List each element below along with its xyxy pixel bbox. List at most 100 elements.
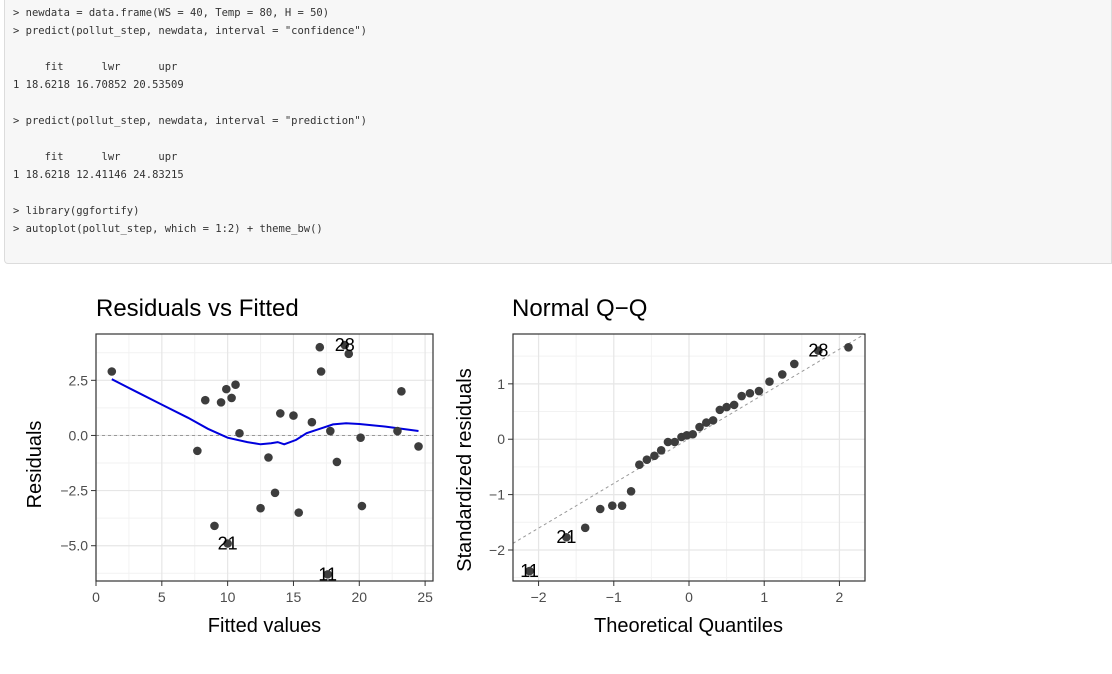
data-point — [332, 457, 342, 467]
data-point — [650, 451, 659, 461]
data-point — [397, 387, 406, 396]
data-point — [688, 429, 698, 439]
y-tick-label: 1 — [497, 376, 505, 392]
data-point — [715, 405, 725, 415]
x-tick-label: 25 — [417, 589, 433, 605]
data-point — [737, 391, 746, 401]
plot-title: Normal Q−Q — [512, 295, 647, 322]
x-tick-label: 5 — [158, 589, 166, 605]
data-point — [670, 437, 680, 447]
data-point — [223, 539, 232, 548]
data-point — [414, 442, 423, 451]
data-point — [607, 501, 617, 510]
data-point — [701, 418, 711, 427]
data-point — [270, 488, 280, 498]
data-point — [289, 411, 298, 420]
data-point — [814, 346, 823, 355]
y-tick-label: −2 — [489, 542, 505, 558]
panel-border — [512, 333, 866, 582]
data-point — [729, 400, 739, 410]
point-label: 28 — [808, 341, 828, 361]
data-point — [193, 446, 202, 456]
data-point — [626, 486, 636, 496]
data-point — [315, 342, 325, 352]
y-tick-label: −1 — [489, 487, 505, 503]
point-label: 11 — [318, 564, 337, 584]
console-line: > predict(pollut_step, newdata, interval… — [13, 115, 368, 127]
console-line: > library(ggfortify) — [13, 205, 140, 217]
data-point — [316, 367, 326, 376]
console-line: > autoplot(pollut_step, which = 1:2) + t… — [13, 223, 323, 235]
y-axis-title: Standardized residuals — [454, 368, 476, 571]
data-point — [789, 359, 799, 369]
data-point — [256, 503, 265, 513]
data-point — [340, 340, 350, 350]
x-tick-label: −1 — [606, 589, 622, 605]
point-label: 21 — [218, 534, 238, 554]
console-line: fit lwr upr — [13, 61, 178, 73]
data-point — [107, 367, 117, 376]
console-line: > predict(pollut_step, newdata, interval… — [13, 25, 368, 37]
x-axis-title: Theoretical Quantiles — [594, 615, 783, 637]
data-point — [231, 380, 240, 390]
data-point — [344, 349, 354, 359]
data-point — [216, 398, 226, 407]
data-point — [235, 428, 244, 438]
data-point — [595, 504, 605, 514]
data-point — [765, 377, 774, 386]
console-line — [13, 184, 367, 202]
data-point — [275, 409, 285, 418]
data-point — [525, 566, 534, 576]
data-point — [844, 342, 853, 352]
data-point — [323, 570, 332, 579]
x-tick-label: 15 — [286, 589, 302, 605]
diagnostic-plots: Residuals vs Fitted Fitted values Residu… — [24, 295, 866, 637]
x-tick-label: 0 — [92, 589, 100, 605]
data-point — [754, 386, 764, 396]
data-point — [635, 460, 644, 469]
data-point — [745, 388, 755, 398]
point-label: 11 — [520, 561, 539, 581]
x-axis-title: Fitted values — [208, 615, 321, 637]
data-point — [356, 433, 365, 442]
data-point — [695, 422, 704, 432]
normal-qq-plot: Normal Q−Q Theoretical Quantiles Standar… — [454, 295, 866, 637]
data-point — [264, 453, 273, 462]
data-point — [580, 523, 590, 533]
x-tick-label: −2 — [531, 589, 547, 605]
y-tick-label: −2.5 — [60, 483, 88, 499]
data-point — [326, 426, 335, 436]
console-line: 1 18.6218 16.70852 20.53509 — [13, 79, 184, 91]
console-line — [13, 40, 367, 58]
console-line: > newdata = data.frame(WS = 40, Temp = 8… — [13, 7, 330, 19]
x-tick-label: 2 — [836, 589, 844, 605]
data-point — [210, 521, 219, 531]
data-point — [222, 384, 231, 394]
point-label: 28 — [335, 335, 355, 355]
data-point — [357, 501, 367, 511]
console-line — [13, 94, 367, 112]
data-point — [663, 437, 673, 447]
x-tick-label: 20 — [351, 589, 367, 605]
console-output: > newdata = data.frame(WS = 40, Temp = 8… — [4, 0, 1112, 264]
y-tick-label: 0 — [497, 431, 505, 447]
console-line: fit lwr upr — [13, 151, 178, 163]
y-tick-label: 0.0 — [69, 427, 89, 443]
panel-border — [95, 333, 434, 582]
y-tick-label: 2.5 — [69, 372, 89, 388]
data-point — [722, 402, 731, 412]
data-point — [656, 446, 666, 455]
data-point — [227, 393, 236, 403]
y-tick-label: −5.0 — [60, 538, 88, 554]
data-point — [562, 532, 571, 542]
console-line: 1 18.6218 12.41146 24.83215 — [13, 169, 184, 181]
data-point — [294, 508, 304, 517]
x-tick-label: 0 — [685, 589, 693, 605]
x-tick-label: 10 — [220, 589, 236, 605]
data-point — [642, 455, 652, 465]
data-point — [617, 501, 627, 510]
y-axis-title: Residuals — [24, 421, 46, 509]
data-point — [307, 417, 317, 427]
smooth-line — [111, 378, 419, 446]
data-point — [393, 426, 402, 436]
